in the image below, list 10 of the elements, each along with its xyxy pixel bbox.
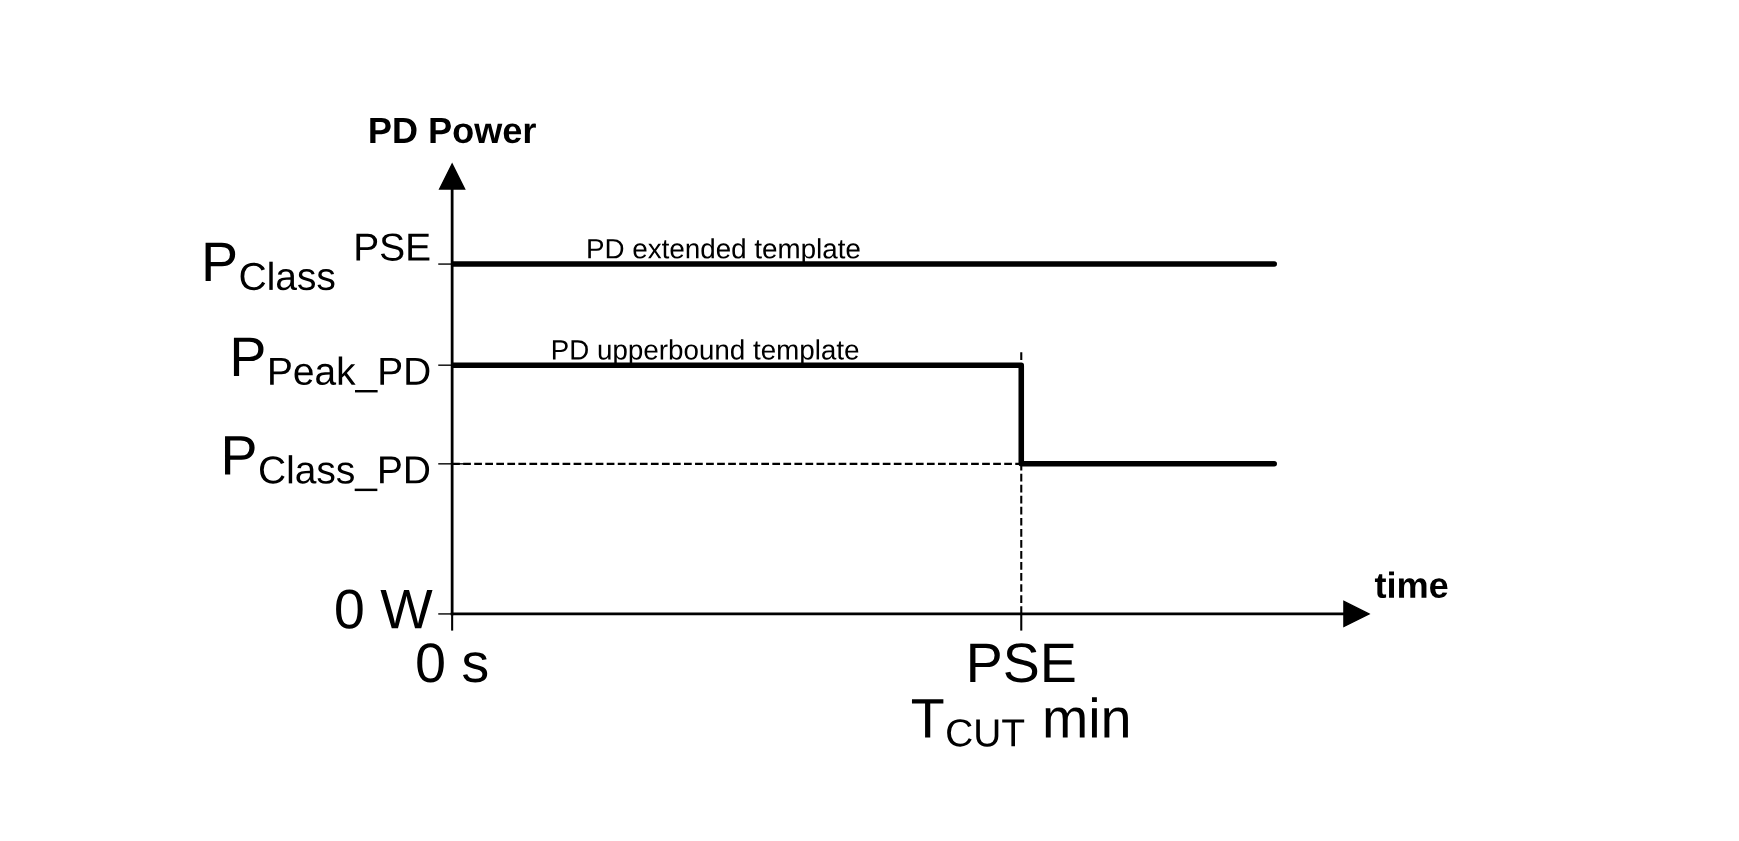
ref-line-label: P$_{Class_PD}$	[225, 436, 430, 492]
x-tick-label: 0 s	[417, 643, 488, 683]
ref-line-label: 0 W	[336, 589, 433, 629]
series-label: PD extended template	[588, 238, 860, 265]
x-axis-title: time	[1374, 571, 1448, 599]
ref-line-label: P$_{Class}$ $^{PSE}$	[205, 233, 430, 291]
y-axis-title: PD Power	[370, 118, 536, 144]
x-tick-label: PSE T$_{CUT}$ min	[911, 643, 1128, 747]
series-label: PD upperbound template	[552, 339, 859, 366]
ref-line-label: P$_{Peak_PD}$	[233, 337, 430, 393]
